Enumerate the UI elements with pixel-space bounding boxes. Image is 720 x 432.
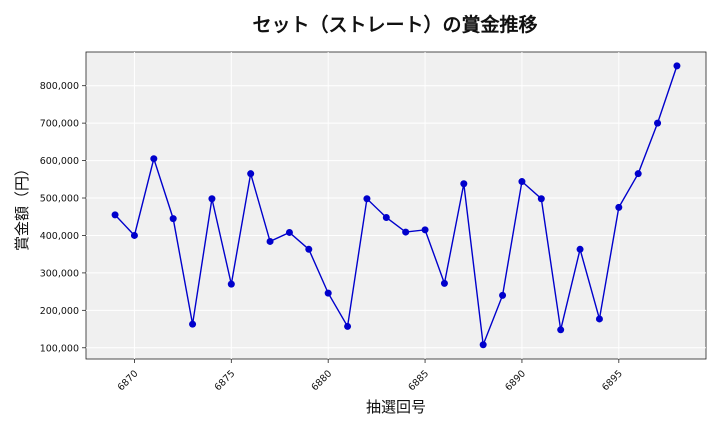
data-point	[576, 245, 584, 253]
x-axis-label: 抽選回号	[366, 398, 426, 416]
series-line	[114, 65, 678, 346]
x-tick-label: 6885	[406, 368, 431, 393]
data-point	[305, 245, 313, 253]
data-point	[595, 315, 603, 323]
data-point	[111, 211, 119, 219]
y-tick-label: 600,000	[40, 156, 79, 167]
y-axis-ticks: 100,000 200,000 300,000 400,000 500,000 600,0…	[40, 81, 86, 354]
data-point	[150, 155, 158, 163]
data-point	[557, 326, 565, 334]
x-tick-label: 6890	[503, 368, 528, 393]
data-point	[363, 195, 371, 203]
y-tick-label: 500,000	[40, 194, 79, 205]
x-tick-label: 6880	[309, 368, 334, 393]
chart-title: セット（ストレート）の賞金推移	[252, 13, 537, 36]
data-point	[440, 279, 448, 287]
y-tick-label: 800,000	[40, 81, 79, 92]
y-tick-label: 300,000	[40, 268, 79, 279]
data-point	[324, 289, 332, 297]
data-point	[382, 213, 390, 221]
data-point	[654, 119, 662, 127]
data-point	[208, 195, 216, 203]
data-point	[169, 215, 177, 223]
data-point	[402, 228, 410, 236]
data-point	[479, 341, 487, 349]
data-point	[634, 170, 642, 178]
data-point	[537, 195, 545, 203]
data-point	[189, 320, 197, 328]
y-tick-label: 200,000	[40, 306, 79, 317]
data-point	[285, 228, 293, 236]
y-tick-label: 700,000	[40, 119, 79, 130]
data-point	[344, 322, 352, 330]
data-point	[247, 170, 255, 178]
series-group	[111, 62, 681, 349]
data-point	[421, 226, 429, 234]
data-point	[673, 62, 681, 70]
y-tick-label: 400,000	[40, 231, 79, 242]
data-point	[460, 180, 468, 188]
y-gridlines	[86, 85, 706, 349]
data-point	[518, 178, 526, 186]
plot-area	[85, 51, 707, 360]
data-point	[227, 280, 235, 288]
y-axis-label: 賞金額（円）	[13, 161, 31, 251]
x-tick-label: 6875	[213, 368, 238, 393]
x-axis-ticks: 6870 6875 6880 6885 6890 6895	[116, 359, 625, 393]
data-point	[266, 237, 274, 245]
data-point	[130, 231, 138, 239]
data-point	[499, 291, 507, 299]
x-tick-label: 6895	[600, 368, 625, 393]
data-point	[615, 203, 623, 211]
x-tick-label: 6870	[116, 368, 141, 393]
y-tick-label: 100,000	[40, 343, 79, 354]
